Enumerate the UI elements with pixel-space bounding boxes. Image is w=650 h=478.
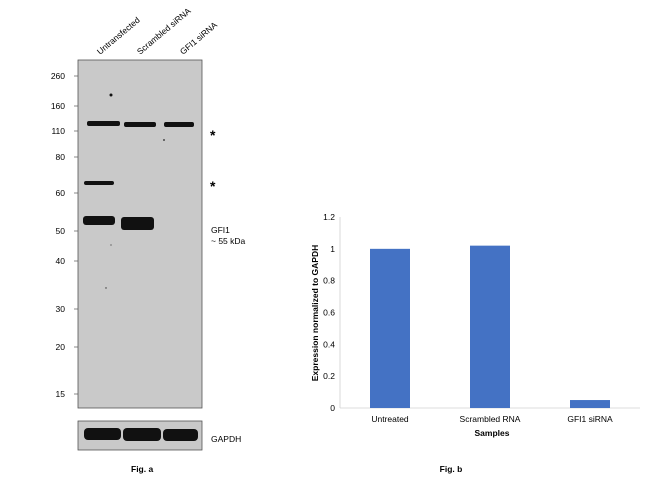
fig-b-caption: Fig. b bbox=[440, 464, 463, 474]
asterisk-nonspecific-120: * bbox=[210, 127, 216, 143]
blot-membrane bbox=[77, 59, 203, 409]
bars bbox=[370, 245, 610, 408]
target-label: GFI1 bbox=[211, 225, 230, 235]
y-tick-label: 0.4 bbox=[323, 339, 335, 349]
mw-label-110: 110 bbox=[51, 126, 65, 136]
mw-label-15: 15 bbox=[56, 389, 66, 399]
mw-label-260: 260 bbox=[51, 71, 65, 81]
fig-a-caption: Fig. a bbox=[131, 464, 153, 474]
y-axis-title: Expression normalized to GAPDH bbox=[310, 245, 320, 382]
blot-speck bbox=[105, 287, 107, 289]
mw-label-50: 50 bbox=[56, 226, 66, 236]
band-120kda-lane1 bbox=[87, 121, 120, 126]
band-120kda-lane2 bbox=[124, 122, 156, 127]
mw-label-80: 80 bbox=[56, 152, 66, 162]
x-axis-title: Samples bbox=[475, 428, 510, 438]
y-tick-labels: 0 0.2 0.4 0.6 0.8 1 1.2 bbox=[323, 212, 335, 413]
mw-label-160: 160 bbox=[51, 101, 65, 111]
asterisk-nonspecific-65: * bbox=[210, 178, 216, 194]
bar-untreated bbox=[370, 248, 410, 408]
x-tick-label: Scrambled RNA bbox=[460, 414, 521, 424]
mw-label-40: 40 bbox=[56, 256, 66, 266]
target-size-label: ~ 55 kDa bbox=[211, 236, 246, 246]
band-65kda-lane1 bbox=[84, 181, 114, 185]
y-tick-label: 0.8 bbox=[323, 276, 335, 286]
x-tick-label: GFI1 siRNA bbox=[567, 414, 613, 424]
blot-speck bbox=[163, 139, 165, 141]
blot-bands bbox=[83, 93, 194, 289]
y-tick-label: 0.6 bbox=[323, 308, 335, 318]
blot-speck bbox=[109, 93, 113, 97]
band-gapdh-lane2 bbox=[123, 428, 161, 441]
mw-label-30: 30 bbox=[56, 304, 66, 314]
mw-marker-ladder: 260 160 110 80 60 50 40 30 20 15 bbox=[51, 71, 78, 399]
bar-scrambled-rna bbox=[470, 245, 510, 408]
band-gapdh-lane1 bbox=[84, 428, 121, 440]
blot-speck bbox=[110, 244, 112, 246]
y-tick-label: 1.2 bbox=[323, 212, 335, 222]
x-tick-labels: Untreated Scrambled RNA GFI1 siRNA bbox=[371, 414, 613, 424]
x-tick-label: Untreated bbox=[371, 414, 409, 424]
y-tick-label: 1 bbox=[330, 244, 335, 254]
lane-label-gfi1-sirna: GFI1 siRNA bbox=[178, 20, 219, 57]
mw-label-60: 60 bbox=[56, 188, 66, 198]
mw-label-20: 20 bbox=[56, 342, 66, 352]
y-tick-label: 0 bbox=[330, 403, 335, 413]
band-120kda-lane3 bbox=[164, 122, 194, 127]
band-gfi1-lane2 bbox=[121, 217, 154, 230]
bar-gfi1-sirna bbox=[570, 400, 610, 408]
band-gapdh-lane3 bbox=[163, 429, 198, 441]
band-gfi1-lane1 bbox=[83, 216, 115, 225]
gapdh-label: GAPDH bbox=[211, 434, 241, 444]
western-blot-panel: Untransfected Scrambled siRNA GFI1 siRNA… bbox=[51, 6, 246, 474]
bar-chart-panel: 0 0.2 0.4 0.6 0.8 1 1.2 Untreated Scrambled RNA… bbox=[310, 212, 640, 474]
y-tick-label: 0.2 bbox=[323, 371, 335, 381]
